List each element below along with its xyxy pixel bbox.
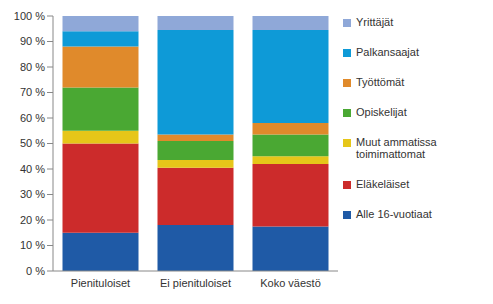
svg-text:Pienituloiset: Pienituloiset	[71, 277, 130, 289]
svg-text:10 %: 10 %	[20, 239, 45, 251]
html-text:Eläkeläiset: Eläkeläiset	[356, 178, 410, 190]
svg-text:100 %: 100 %	[14, 10, 45, 22]
svg-text:Ei pienituloiset: Ei pienituloiset	[160, 277, 231, 289]
svg-text:30 %: 30 %	[20, 188, 45, 200]
svg-text:80 %: 80 %	[20, 61, 45, 73]
svg-text:40 %: 40 %	[20, 163, 45, 175]
html-text:Alle 16-vuotiaat: Alle 16-vuotiaat	[356, 208, 432, 220]
svg-text:20 %: 20 %	[20, 214, 45, 226]
html-text:Palkansaajat: Palkansaajat	[356, 46, 419, 58]
svg-text:50 %: 50 %	[20, 137, 45, 149]
svg-text:70 %: 70 %	[20, 86, 45, 98]
html-text:Yrittäjät: Yrittäjät	[356, 16, 394, 28]
html-text:Muut ammatissa toimimattomat: Muut ammatissa toimimattomat	[356, 136, 437, 160]
html-text:Opiskelijat: Opiskelijat	[356, 106, 407, 118]
svg-text:Koko väestö: Koko väestö	[260, 277, 321, 289]
svg-text:0 %: 0 %	[26, 265, 45, 277]
html-text:Työttömät: Työttömät	[356, 76, 405, 88]
svg-text:90 %: 90 %	[20, 35, 45, 47]
svg-text:60 %: 60 %	[20, 112, 45, 124]
